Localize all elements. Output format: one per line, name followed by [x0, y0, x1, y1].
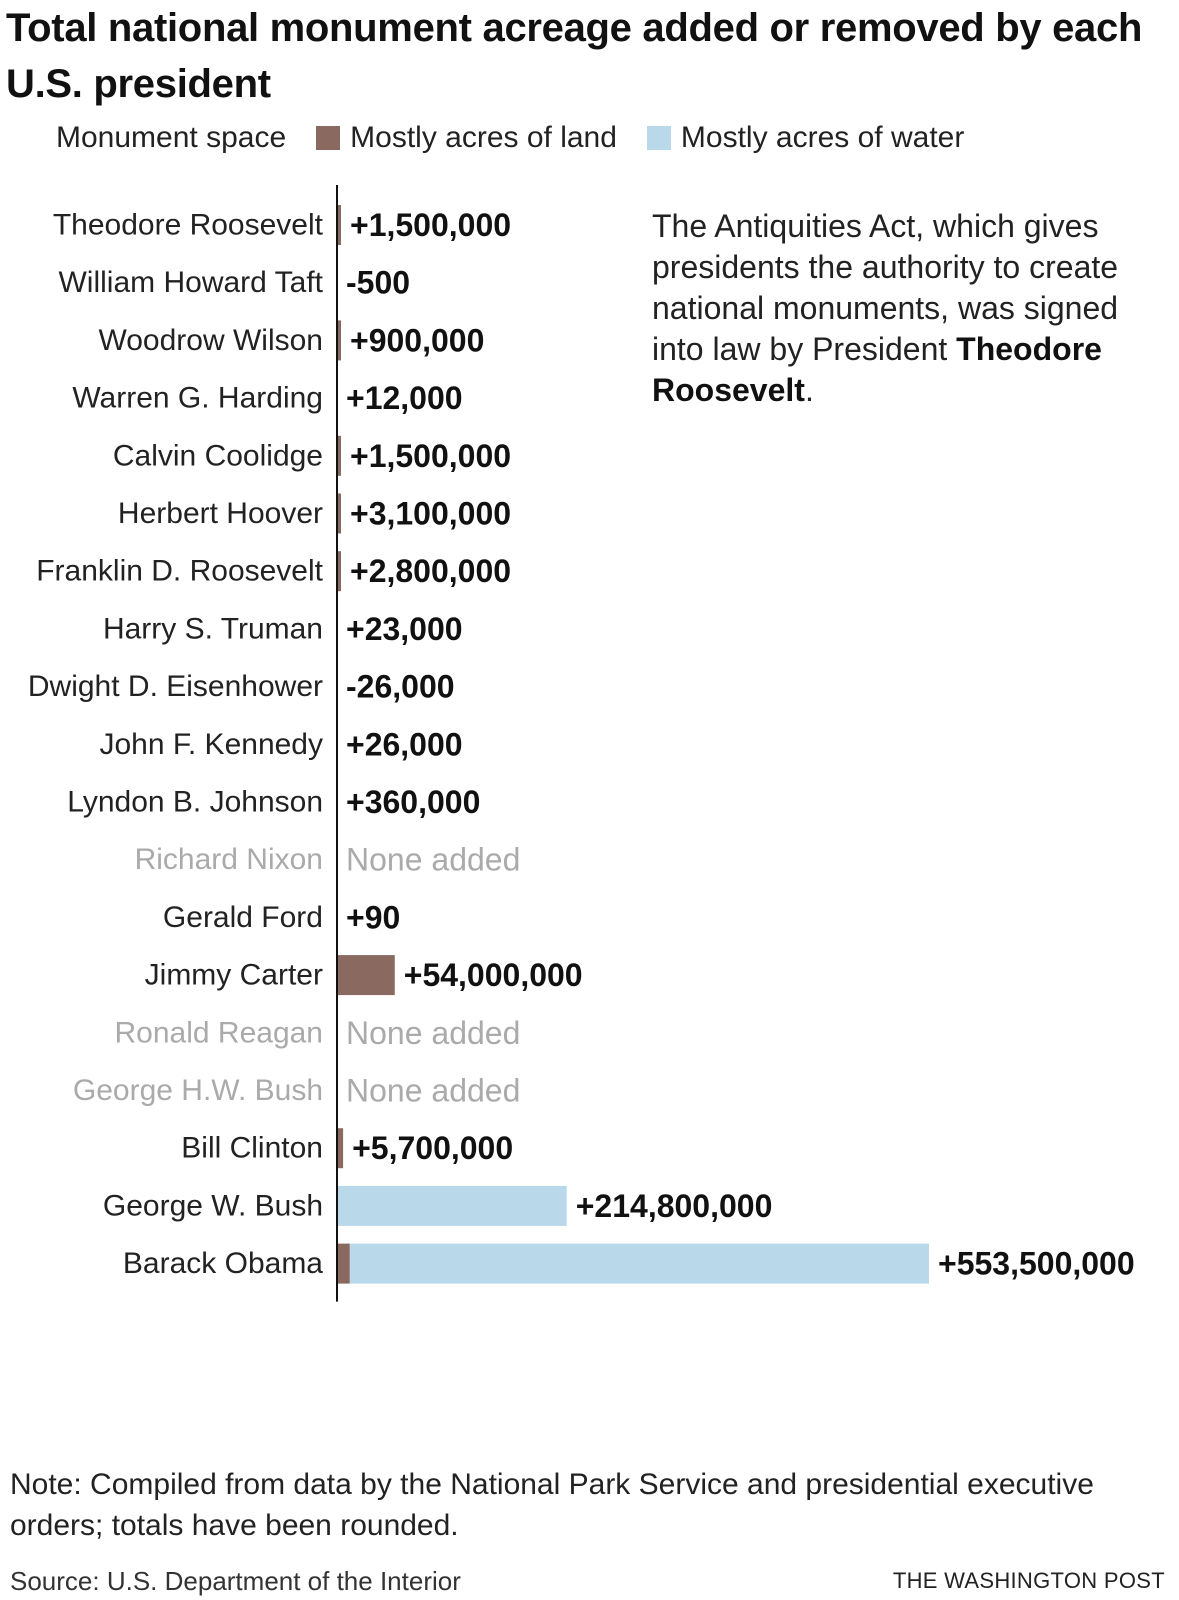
value-label: None added — [346, 842, 520, 878]
chart-title: Total national monument acreage added or… — [6, 6, 1143, 106]
value-label: +90 — [346, 899, 400, 935]
category-label: Jimmy Carter — [145, 959, 323, 992]
legend-label-water: Mostly acres of water — [680, 121, 965, 154]
credit: THE WASHINGTON POST — [892, 1568, 1165, 1593]
legend-swatch-water — [646, 126, 671, 150]
category-label: William Howard Taft — [58, 266, 323, 299]
legend-title: Monument space — [56, 121, 287, 154]
category-label: John F. Kennedy — [100, 728, 324, 761]
bar-land — [337, 1128, 344, 1169]
bar-land — [337, 320, 341, 361]
category-label: Dwight D. Eisenhower — [28, 670, 323, 703]
value-label: -500 — [346, 265, 410, 301]
bar-water — [337, 1185, 567, 1226]
value-label: +3,100,000 — [350, 496, 511, 532]
bar-land — [337, 205, 341, 245]
value-label: +553,500,000 — [938, 1246, 1135, 1282]
value-label: +12,000 — [346, 380, 463, 416]
value-label: +900,000 — [350, 322, 484, 358]
category-label: Harry S. Truman — [103, 612, 323, 645]
value-label: +2,800,000 — [350, 553, 511, 589]
source: Source: U.S. Department of the Interior — [10, 1566, 461, 1596]
annotation-end: . — [804, 372, 814, 408]
value-label: +214,800,000 — [576, 1188, 773, 1224]
value-label: -26,000 — [346, 669, 455, 705]
category-label: Gerald Ford — [163, 901, 323, 934]
annotation-text: The Antiquities Act, which gives preside… — [652, 208, 1119, 367]
value-label: +26,000 — [346, 726, 463, 762]
category-label: Calvin Coolidge — [113, 439, 323, 472]
value-label: +23,000 — [346, 611, 463, 647]
value-label: +1,500,000 — [350, 438, 511, 474]
category-label: Ronald Reagan — [115, 1016, 324, 1049]
category-label: Warren G. Harding — [72, 382, 323, 415]
value-label: None added — [346, 1015, 520, 1051]
note: Note: Compiled from data by the National… — [10, 1468, 1094, 1542]
category-label: Lyndon B. Johnson — [67, 786, 323, 819]
legend-item-water: Mostly acres of water — [617, 121, 964, 155]
category-label: George H.W. Bush — [73, 1074, 323, 1107]
category-label: Woodrow Wilson — [98, 324, 323, 357]
legend-item-land: Mostly acres of land — [286, 121, 617, 155]
value-label: +1,500,000 — [350, 207, 511, 243]
bar-land — [337, 955, 395, 996]
value-label: +54,000,000 — [404, 957, 583, 993]
bar-chart: Theodore Roosevelt +1,500,000 William Howa… — [28, 185, 1135, 1302]
bar-land — [337, 435, 341, 476]
value-label: +5,700,000 — [352, 1130, 513, 1166]
legend: Monument space Mostly acres of land Most… — [56, 118, 964, 158]
category-label: Herbert Hoover — [118, 497, 323, 530]
category-label: Theodore Roosevelt — [53, 209, 324, 242]
category-label: Barack Obama — [123, 1247, 323, 1280]
legend-swatch-land — [316, 126, 341, 150]
annotation: The Antiquities Act, which gives preside… — [652, 206, 1152, 411]
bar-land — [337, 1243, 350, 1284]
value-label: +360,000 — [346, 784, 480, 820]
legend-label-land: Mostly acres of land — [350, 121, 617, 154]
category-label: Franklin D. Roosevelt — [36, 555, 323, 588]
value-label: None added — [346, 1073, 520, 1109]
category-label: Richard Nixon — [135, 843, 323, 876]
bar-land — [337, 493, 341, 534]
bar-water — [349, 1243, 929, 1284]
category-label: Bill Clinton — [181, 1132, 323, 1165]
annotation-bold: Theodore Roosevelt — [652, 331, 1102, 408]
bar-land — [337, 551, 341, 592]
category-label: George W. Bush — [103, 1189, 323, 1222]
